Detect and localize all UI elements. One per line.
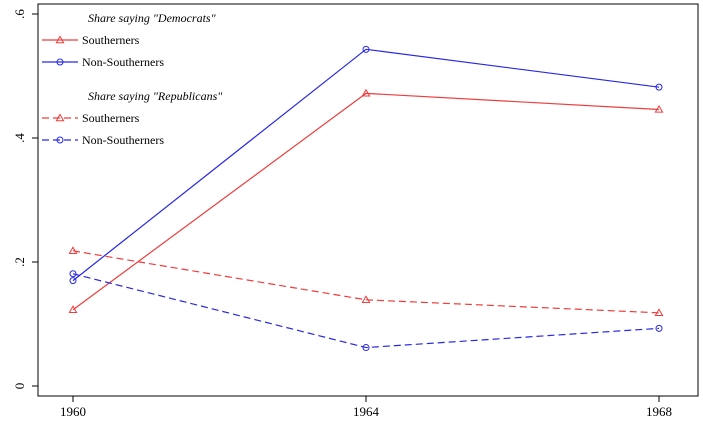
series-1 bbox=[69, 45, 663, 285]
legend-label: Non-Southerners bbox=[82, 133, 164, 147]
data-point bbox=[361, 88, 371, 97]
series-line bbox=[72, 250, 660, 314]
series-0 bbox=[68, 88, 664, 313]
legend-label: Southerners bbox=[82, 33, 140, 47]
y-tick-label: .4 bbox=[12, 133, 27, 143]
y-tick-label: 0 bbox=[12, 383, 27, 390]
data-point bbox=[69, 270, 77, 278]
y-axis: 0 .2 .4 .6 bbox=[12, 9, 38, 390]
legend-heading: Share saying "Republicans" bbox=[88, 89, 223, 103]
data-point bbox=[655, 83, 663, 91]
x-tick-label: 1968 bbox=[646, 404, 672, 419]
legend-swatch-marker bbox=[55, 35, 65, 44]
legend-label: Non-Southerners bbox=[82, 55, 164, 69]
legend-swatch-marker bbox=[56, 136, 64, 144]
series-2 bbox=[68, 246, 664, 317]
legend-swatch-marker bbox=[55, 113, 65, 122]
legend-swatch-marker bbox=[56, 58, 64, 66]
data-point bbox=[655, 324, 663, 332]
series-line bbox=[72, 92, 660, 311]
x-tick-label: 1960 bbox=[60, 404, 86, 419]
x-tick-label: 1964 bbox=[353, 404, 380, 419]
data-point bbox=[68, 246, 78, 255]
data-point bbox=[68, 305, 78, 313]
data-point bbox=[362, 344, 370, 352]
data-point bbox=[654, 308, 664, 317]
series-line bbox=[72, 273, 660, 349]
legend-label: Southerners bbox=[82, 111, 140, 125]
series-3 bbox=[69, 270, 663, 352]
data-point bbox=[362, 45, 370, 53]
data-point bbox=[361, 295, 371, 304]
data-point bbox=[69, 277, 77, 285]
data-point bbox=[654, 104, 664, 113]
y-tick-label: .6 bbox=[12, 9, 27, 19]
plot-frame bbox=[37, 3, 699, 397]
legend: Share saying "Democrats" Southerners Non-S… bbox=[42, 11, 223, 147]
y-tick-label: .2 bbox=[12, 257, 27, 267]
series-line bbox=[72, 48, 660, 282]
series-layer bbox=[68, 45, 664, 352]
legend-heading: Share saying "Democrats" bbox=[88, 11, 217, 25]
x-axis: 1960 1964 1968 bbox=[60, 396, 672, 419]
